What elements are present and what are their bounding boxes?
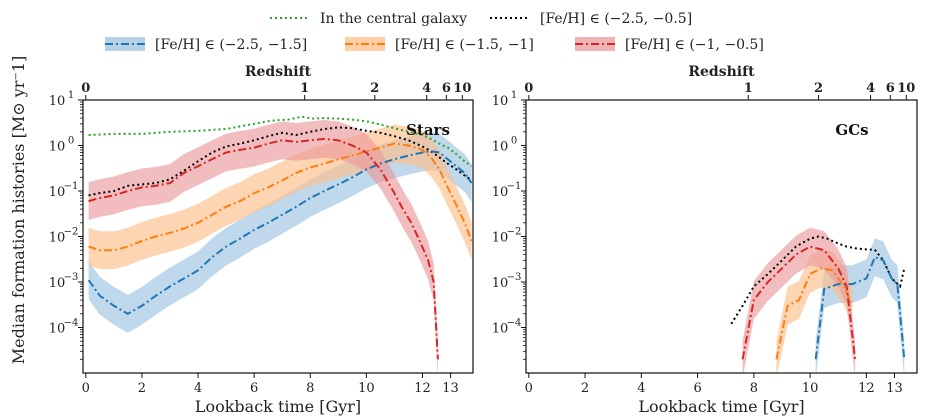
legend-label-4: [Fe/H] ∈ (−1, −0.5] (625, 37, 764, 53)
x-tick-label: 4 (637, 381, 645, 396)
y-tick-label: 10 (492, 231, 509, 246)
x-tick-label: 6 (693, 381, 701, 396)
series-line-0-3 (88, 142, 473, 252)
y-axis-label: Median formation histories [M⊙ yr⁻1] (9, 56, 28, 365)
y-tick-exp: −4 (507, 318, 522, 329)
plot-area (87, 115, 473, 373)
y-tick-label: 10 (49, 276, 66, 291)
x-tick-label: 2 (138, 381, 146, 396)
x-tick-label: 10 (802, 381, 819, 396)
y-tick-exp: 1 (511, 90, 517, 101)
y-tick-exp: −2 (507, 227, 522, 238)
series-line-0-4 (88, 137, 439, 360)
top-axis-label: Redshift (245, 64, 312, 80)
series-line-0-1 (88, 126, 473, 197)
y-tick-exp: −2 (64, 227, 79, 238)
legend-label-1: [Fe/H] ∈ (−2.5, −0.5] (540, 11, 692, 27)
legend-label-2: [Fe/H] ∈ (−2.5, −1.5] (155, 37, 307, 53)
x-axis-label: Lookback time [Gyr] (195, 397, 361, 416)
top-tick-label: 2 (370, 81, 379, 96)
top-tick-label: 1 (744, 81, 753, 96)
series-line-0-2 (87, 150, 473, 315)
y-tick-exp: 1 (68, 90, 74, 101)
x-tick-label: 6 (250, 381, 258, 396)
x-tick-label: 10 (358, 381, 375, 396)
legend-label-3: [Fe/H] ∈ (−1.5, −1] (395, 37, 534, 53)
y-tick-label: 10 (49, 94, 66, 109)
top-tick-label: 10 (897, 81, 915, 96)
y-tick-exp: 0 (68, 136, 74, 147)
x-tick-label: 13 (442, 381, 459, 396)
y-tick-label: 10 (492, 94, 509, 109)
y-tick-label: 10 (49, 185, 66, 200)
axes-frame (525, 99, 918, 374)
top-tick-label: 0 (81, 81, 90, 96)
panel-gcs: 10 110 010−110−210−310−40 2 4 6 8 10 12 130 1 2 4 6 10… (492, 64, 918, 416)
x-tick-label: 4 (194, 381, 202, 396)
y-tick-label: 10 (49, 322, 66, 337)
y-tick-label: 10 (492, 322, 509, 337)
top-tick-label: 0 (524, 81, 533, 96)
panel-label: GCs (835, 121, 868, 139)
x-tick-label: 12 (858, 381, 875, 396)
y-tick-label: 10 (492, 276, 509, 291)
series-line-0-0 (88, 115, 473, 168)
band-0-4 (88, 120, 438, 373)
y-tick-exp: −3 (507, 272, 522, 283)
top-axis-label: Redshift (688, 64, 755, 80)
y-tick-label: 10 (492, 185, 509, 200)
top-tick-label: 2 (814, 81, 823, 96)
legend: In the central galaxy [Fe/H] ∈ (−2.5, −0.… (105, 11, 764, 53)
y-tick-exp: 0 (511, 136, 517, 147)
top-tick-label: 6 (886, 81, 895, 96)
y-tick-label: 10 (49, 231, 66, 246)
panel-stars: 10 110 010−110−210−310−40 2 4 6 8 10 12 130 1 2 4 6 10… (49, 64, 474, 416)
y-tick-exp: −1 (64, 181, 79, 192)
top-tick-label: 1 (300, 81, 309, 96)
panel-label: Stars (406, 121, 450, 139)
y-tick-exp: −1 (507, 181, 522, 192)
band-1-3 (742, 227, 856, 373)
x-tick-label: 8 (750, 381, 758, 396)
x-tick-label: 0 (525, 381, 533, 396)
x-tick-label: 12 (414, 381, 431, 396)
top-tick-label: 10 (453, 81, 471, 96)
top-tick-label: 4 (866, 81, 875, 96)
top-tick-label: 6 (442, 81, 451, 96)
y-tick-label: 10 (49, 140, 66, 155)
x-tick-label: 8 (306, 381, 314, 396)
y-tick-exp: −4 (64, 318, 79, 329)
series-line-1-3 (741, 245, 857, 360)
x-tick-label: 2 (581, 381, 589, 396)
top-tick-label: 4 (422, 81, 431, 96)
legend-label-0: In the central galaxy (320, 11, 467, 27)
x-tick-label: 0 (82, 381, 90, 396)
y-tick-exp: −3 (64, 272, 79, 283)
series-line-1-2 (775, 267, 854, 360)
x-axis-label: Lookback time [Gyr] (638, 397, 804, 416)
y-tick-label: 10 (492, 140, 509, 155)
x-tick-label: 13 (886, 381, 903, 396)
plot-area (730, 227, 906, 373)
